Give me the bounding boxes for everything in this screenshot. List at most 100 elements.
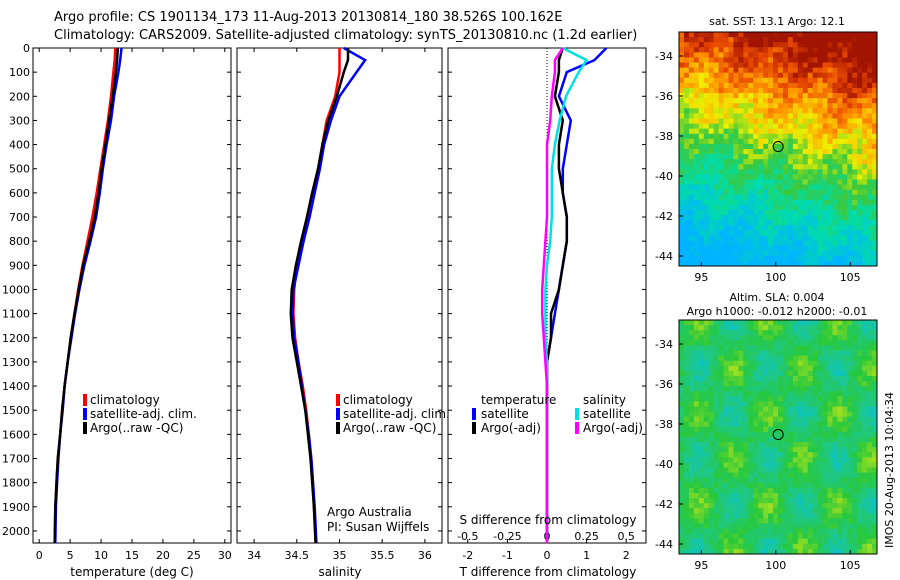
heatmap-cell <box>802 482 809 489</box>
heatmap-cell <box>708 396 715 402</box>
heatmap-cell <box>763 47 769 53</box>
heatmap-cell <box>758 67 764 74</box>
heatmap-cell <box>807 370 814 377</box>
heatmap-cell <box>822 260 828 267</box>
heatmap-cell <box>832 513 838 519</box>
heatmap-cell <box>733 360 739 367</box>
heatmap-cell <box>827 426 833 433</box>
heatmap-cell <box>723 179 729 186</box>
heatmap-cell <box>738 386 744 392</box>
heatmap-cell <box>852 528 858 535</box>
heatmap-cell <box>782 77 789 84</box>
heatmap-cell <box>688 396 695 402</box>
heatmap-cell <box>738 437 744 443</box>
lat-tick-label: -36 <box>655 378 673 391</box>
heatmap-cell <box>698 421 705 428</box>
heatmap-cell <box>763 513 769 519</box>
heatmap-cell <box>743 421 749 428</box>
heatmap-cell <box>753 391 759 397</box>
heatmap-cell <box>763 330 769 336</box>
heatmap-cell <box>748 508 754 514</box>
heatmap-cell <box>758 503 764 509</box>
heatmap-cell <box>683 401 690 407</box>
heatmap-cell <box>792 442 799 448</box>
heatmap-cell <box>718 123 724 130</box>
heatmap-cell <box>847 513 853 519</box>
heatmap-cell <box>738 406 744 412</box>
heatmap-cell <box>703 330 710 336</box>
heatmap-cell <box>718 452 724 458</box>
heatmap-cell <box>688 437 695 443</box>
heatmap-cell <box>733 528 739 535</box>
heatmap-cell <box>842 143 848 150</box>
heatmap-cell <box>688 447 695 453</box>
heatmap-cell <box>792 457 799 463</box>
heatmap-cell <box>698 325 705 331</box>
heatmap-cell <box>832 260 838 267</box>
heatmap-cell <box>837 548 843 555</box>
heatmap-cell <box>778 210 784 216</box>
heatmap-cell <box>827 255 833 262</box>
heatmap-cell <box>802 87 809 94</box>
heatmap-cell <box>763 503 769 509</box>
heatmap-cell <box>698 528 705 535</box>
heatmap-cell <box>768 103 774 109</box>
heatmap-cell <box>802 174 809 180</box>
heatmap-cell <box>857 260 863 267</box>
heatmap-cell <box>683 220 690 226</box>
heatmap-cell <box>872 62 878 69</box>
heatmap-cell <box>797 543 804 550</box>
heatmap-cell <box>812 108 818 114</box>
heatmap-cell <box>713 77 719 84</box>
heatmap-cell <box>683 32 690 38</box>
heatmap-cell <box>797 477 804 484</box>
heatmap-cell <box>852 235 858 241</box>
heatmap-cell <box>693 360 700 367</box>
heatmap-cell <box>728 42 734 48</box>
heatmap-cell <box>753 416 759 423</box>
heatmap-cell <box>812 204 818 211</box>
heatmap-cell <box>713 365 719 372</box>
heatmap-cell <box>679 52 685 58</box>
heatmap-cell <box>827 477 833 484</box>
heatmap-cell <box>758 230 764 236</box>
legend-label-argo: Argo(..raw -QC) <box>343 421 436 435</box>
heatmap-cell <box>698 250 705 257</box>
heatmap-cell <box>802 67 809 74</box>
heatmap-cell <box>698 62 705 69</box>
heatmap-cell <box>817 62 823 69</box>
heatmap-cell <box>852 113 858 119</box>
heatmap-cell <box>693 416 700 423</box>
heatmap-cell <box>842 189 848 196</box>
heatmap-cell <box>792 260 799 267</box>
heatmap-cell <box>822 487 828 494</box>
heatmap-cell <box>827 138 833 145</box>
heatmap-cell <box>872 210 878 216</box>
heatmap-cell <box>708 406 715 412</box>
heatmap-cell <box>862 426 868 433</box>
heatmap-cell <box>728 235 734 241</box>
heatmap-cell <box>723 260 729 267</box>
heatmap-cell <box>738 375 744 382</box>
heatmap-cell <box>852 386 858 392</box>
lon-tick-label: 105 <box>840 559 861 572</box>
heatmap-cell <box>763 477 769 484</box>
heatmap-cell <box>703 513 710 519</box>
legend-swatch-t-satellite <box>472 408 476 420</box>
heatmap-cell <box>723 548 729 555</box>
heatmap-cell <box>763 355 769 362</box>
heatmap-cell <box>688 320 695 326</box>
heatmap-cell <box>812 538 818 545</box>
heatmap-cell <box>713 345 719 351</box>
heatmap-cell <box>733 406 739 412</box>
heatmap-cell <box>857 467 863 474</box>
heatmap-cell <box>862 411 868 418</box>
heatmap-cell <box>693 426 700 433</box>
heatmap-cell <box>827 421 833 428</box>
heatmap-cell <box>797 245 804 252</box>
heatmap-cell <box>847 508 853 514</box>
heatmap-cell <box>782 533 789 540</box>
heatmap-cell <box>738 189 744 196</box>
heatmap-cell <box>812 518 818 524</box>
heatmap-cell <box>872 498 878 504</box>
